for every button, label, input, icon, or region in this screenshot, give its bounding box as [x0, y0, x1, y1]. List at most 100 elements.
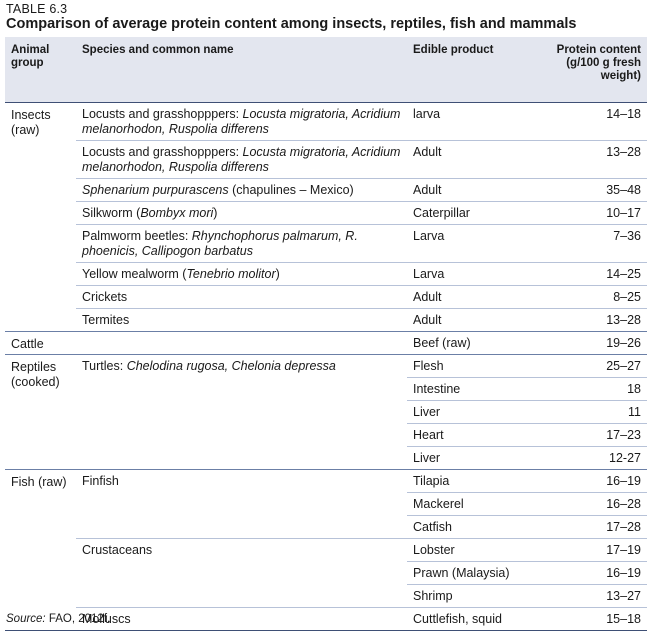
table-title: Comparison of average protein content am… — [6, 16, 577, 32]
row-group: Cattle Beef (raw) 19–26 — [5, 331, 647, 354]
animal-group-label: Insects (raw) — [11, 108, 51, 137]
table-row: Intestine 18 — [76, 377, 647, 400]
species-text: Locusts and grasshopppers: — [82, 145, 243, 159]
protein-content-cell: 15–18 — [542, 607, 647, 630]
edible-product-cell: Larva — [407, 262, 542, 285]
protein-content-cell: 35–48 — [542, 178, 647, 201]
edible-product-cell: Prawn (Malaysia) — [407, 561, 542, 584]
table-row: Crustaceans Lobster 17–19 — [76, 538, 647, 561]
protein-content-cell: 17–19 — [542, 538, 647, 561]
table-bottom-rule — [5, 630, 647, 631]
edible-product-cell: Tilapia — [413, 474, 450, 488]
edible-product-cell: Adult — [407, 285, 542, 308]
species-scientific-name: Sphenarium purpurascens — [82, 183, 229, 197]
species-text: Silkworm ( — [82, 206, 141, 220]
species-cell — [76, 446, 407, 469]
source-label: Source: — [6, 613, 46, 625]
species-cell — [76, 515, 407, 538]
protein-table: Animal group Species and common name Edi… — [5, 37, 647, 631]
species-text: Turtles: — [82, 359, 127, 373]
table-row: Heart 17–23 — [76, 423, 647, 446]
header-protein-content: Protein content (g/100 g fresh weight) — [556, 44, 641, 82]
animal-group-label: Cattle — [11, 337, 44, 351]
protein-content-cell: 25–27 — [606, 359, 641, 373]
edible-product-cell: Beef (raw) — [413, 336, 471, 350]
species-text: Crickets — [82, 290, 128, 304]
row-group: Fish (raw) Finfish Tilapia 16–19 Mackerel 16–… — [5, 469, 647, 630]
table-row: Molluscs Cuttlefish, squid 15–18 — [76, 607, 647, 630]
species-cell — [76, 584, 407, 607]
species-text-tail: ) — [213, 206, 218, 220]
protein-content-cell: 18 — [542, 377, 647, 400]
table-body: Insects (raw) Locusts and grasshopppers: … — [5, 102, 647, 630]
animal-group-label: Reptiles (cooked) — [11, 360, 60, 389]
table-row: Mackerel 16–28 — [76, 492, 647, 515]
species-scientific-name: Locusta migratoria, Acridium melanorhodo… — [82, 145, 401, 174]
edible-product-cell: Adult — [407, 140, 542, 178]
table-row: Locusts and grasshopppers: Locusta migra… — [76, 103, 647, 140]
header-species: Species and common name — [82, 44, 234, 56]
species-text: Termites — [82, 313, 130, 327]
species-scientific-name: Tenebrio molitor — [186, 267, 276, 281]
edible-product-cell: Intestine — [407, 377, 542, 400]
protein-content-cell: 16–19 — [606, 474, 641, 488]
protein-content-cell: 7–36 — [542, 224, 647, 262]
source-text: FAO, 2012f. — [45, 613, 111, 625]
table-row: Liver 11 — [76, 400, 647, 423]
edible-product-cell: Shrimp — [407, 584, 542, 607]
protein-content-cell: 8–25 — [542, 285, 647, 308]
species-text: Crustaceans — [82, 543, 153, 557]
species-cell — [76, 400, 407, 423]
species-scientific-name: Bombyx mori — [140, 206, 214, 220]
row-group: Reptiles (cooked) Turtles: Chelodina rugo… — [5, 354, 647, 469]
protein-content-cell: 14–18 — [606, 107, 641, 121]
edible-product-cell: Caterpillar — [407, 201, 542, 224]
species-text-tail: ) — [275, 267, 280, 281]
protein-content-cell: 14–25 — [542, 262, 647, 285]
animal-group-label: Fish (raw) — [11, 475, 67, 489]
protein-content-cell: 11 — [542, 400, 647, 423]
protein-content-cell: 17–28 — [542, 515, 647, 538]
species-cell: Yellow mealworm (Tenebrio molitor) — [76, 262, 407, 285]
protein-content-cell: 10–17 — [542, 201, 647, 224]
table-row: Locusts and grasshopppers: Locusta migra… — [76, 140, 647, 178]
table-row: Palmworm beetles: Rhynchophorus palmarum… — [76, 224, 647, 262]
species-text: Palmworm beetles: — [82, 229, 192, 243]
species-cell — [76, 492, 407, 515]
species-cell: Silkworm (Bombyx mori) — [76, 201, 407, 224]
species-cell: Sphenarium purpurascens (chapulines – Me… — [76, 178, 407, 201]
protein-content-cell: 12-27 — [542, 446, 647, 469]
header-edible-product: Edible product — [413, 44, 494, 56]
table-row: Prawn (Malaysia) 16–19 — [76, 561, 647, 584]
table-header: Animal group Species and common name Edi… — [5, 37, 647, 102]
protein-content-cell: 19–26 — [606, 336, 641, 350]
species-scientific-name: Locusta migratoria, Acridium melanorhodo… — [82, 107, 401, 136]
table-row: Sphenarium purpurascens (chapulines – Me… — [76, 178, 647, 201]
edible-product-cell: Mackerel — [407, 492, 542, 515]
protein-content-cell: 16–28 — [542, 492, 647, 515]
edible-product-cell: Liver — [407, 446, 542, 469]
edible-product-cell: Cuttlefish, squid — [407, 607, 542, 630]
species-cell: Turtles: Chelodina rugosa, Chelonia depr… — [76, 355, 407, 377]
species-scientific-name: Rhynchophorus palmarum, R. phoenicis, Ca… — [82, 229, 358, 258]
species-cell: Crustaceans — [76, 538, 407, 561]
source-note: Source: FAO, 2012f. — [6, 613, 110, 625]
species-cell: Locusts and grasshopppers: Locusta migra… — [76, 103, 407, 140]
species-text-tail: (chapulines – Mexico) — [228, 183, 354, 197]
header-animal-group: Animal group — [11, 44, 50, 69]
edible-product-cell: Larva — [407, 224, 542, 262]
species-cell — [76, 377, 407, 400]
species-cell — [76, 561, 407, 584]
table-row: Shrimp 13–27 — [76, 584, 647, 607]
table-row: Liver 12-27 — [76, 446, 647, 469]
edible-product-cell: larva — [413, 107, 441, 121]
table-row: Yellow mealworm (Tenebrio molitor) Larva 1… — [76, 262, 647, 285]
protein-content-cell: 13–27 — [542, 584, 647, 607]
edible-product-cell: Catfish — [407, 515, 542, 538]
table-number: TABLE 6.3 — [6, 2, 68, 16]
table-row: Catfish 17–28 — [76, 515, 647, 538]
edible-product-cell: Flesh — [413, 359, 444, 373]
table-row: Silkworm (Bombyx mori) Caterpillar 10–17 — [76, 201, 647, 224]
species-text: Yellow mealworm ( — [82, 267, 187, 281]
